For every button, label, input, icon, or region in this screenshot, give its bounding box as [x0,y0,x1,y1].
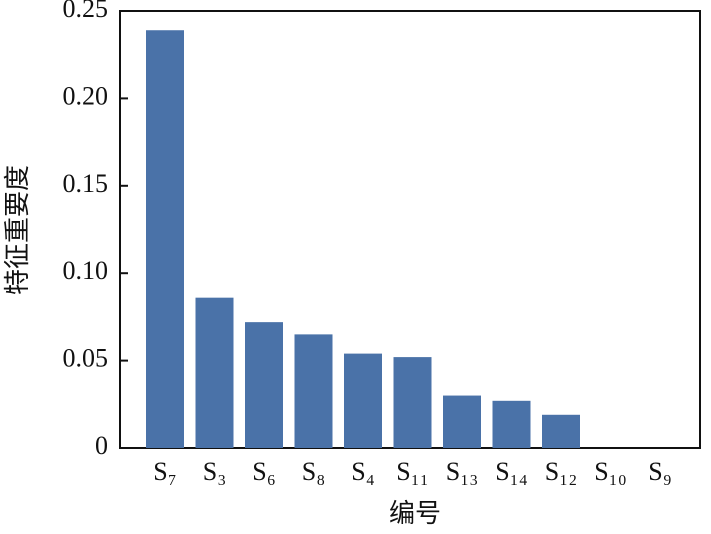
y-axis-label: 特征重要度 [3,165,32,295]
y-tick-label: 0.05 [63,344,109,373]
x-tick-label: S₁₀ [594,457,627,486]
x-tick-label: S₇ [153,457,177,486]
x-tick-label: S₄ [351,457,375,486]
y-tick-label: 0.20 [63,81,109,110]
x-tick-label: S₈ [302,457,326,486]
bar [344,353,382,448]
y-tick-label: 0 [95,431,108,460]
bar [492,400,531,448]
x-tick-label: S₁₄ [495,457,528,486]
y-tick-label: 0.25 [63,0,109,23]
x-tick-label: S₁₃ [446,457,479,486]
bar [294,334,333,448]
x-tick-label: S₉ [648,457,672,486]
bar [195,297,234,448]
bar [245,322,283,448]
x-axis-label: 编号 [389,499,441,528]
x-tick-label: S₆ [252,457,276,486]
x-tick-label: S₁₂ [545,457,578,486]
bar [146,30,184,449]
x-tick-label: S₁₁ [396,457,429,486]
bar [542,414,580,448]
y-tick-label: 0.15 [63,169,109,198]
bar [443,395,481,448]
y-tick-label: 0.10 [63,256,109,285]
bar [393,357,432,448]
x-tick-label: S₃ [203,457,227,486]
